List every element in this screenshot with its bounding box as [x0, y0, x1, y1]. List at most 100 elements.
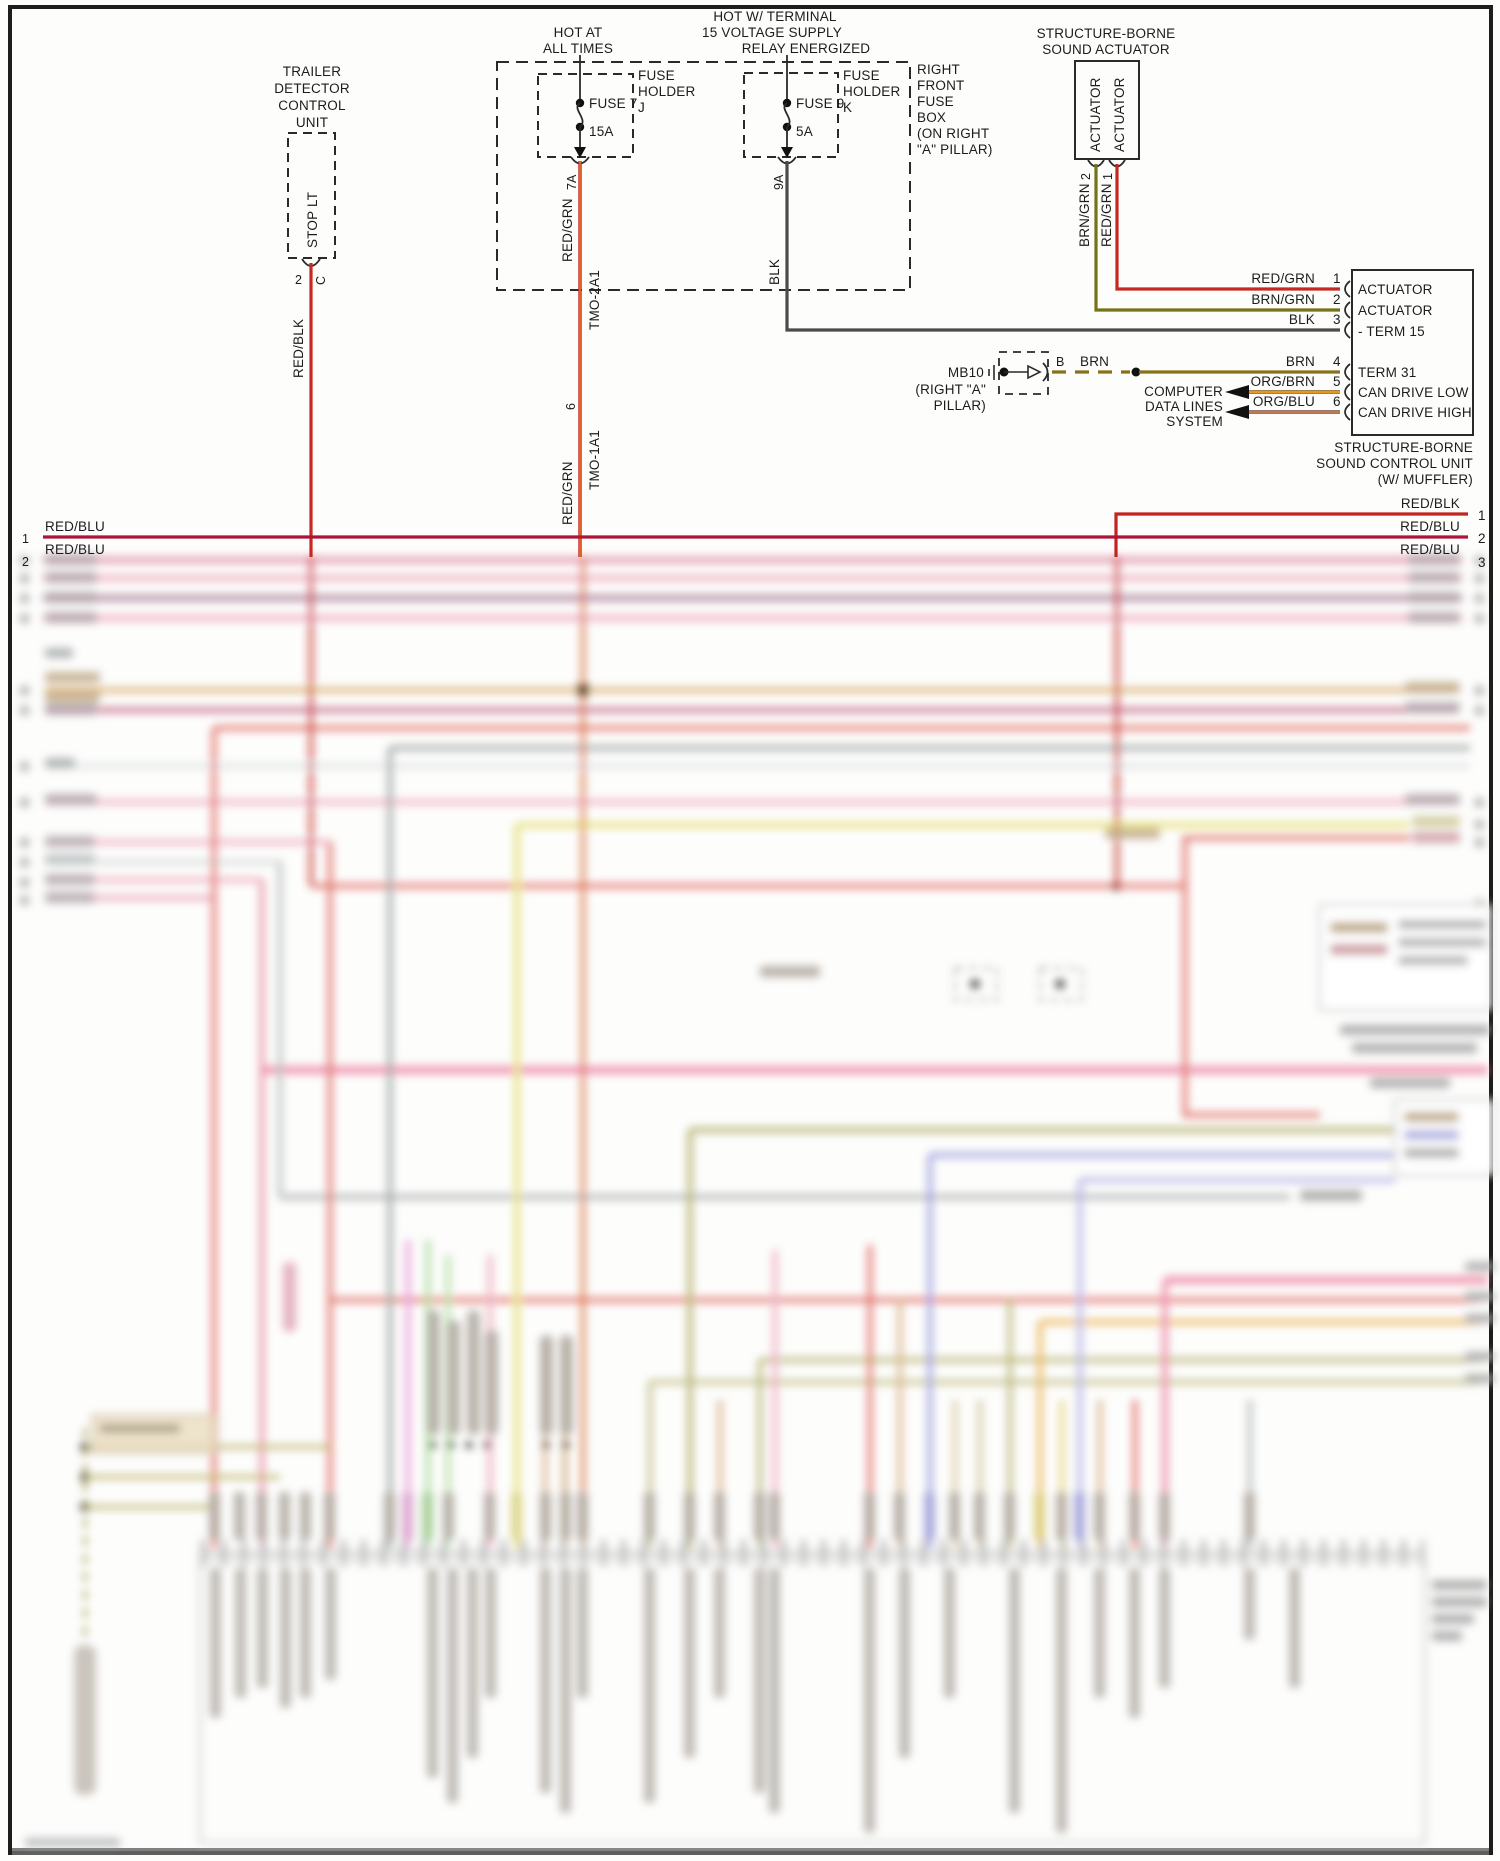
blurred-connector-stacks: [283, 1262, 573, 1449]
page-border-bottom: [12, 1848, 1489, 1855]
actuator-pin-label: ACTUATOR: [1112, 77, 1127, 152]
stub-number: 1: [22, 532, 29, 546]
computer-data-lines: COMPUTER DATA LINES SYSTEM: [1144, 384, 1340, 429]
fuse-holder-label: HOLDER: [638, 84, 696, 99]
wire-label-red-blk: RED/BLK: [291, 319, 306, 378]
red-grn-circuit: RED/GRN TMO-2A1 6 TMO-1A1 RED/GRN: [560, 161, 602, 557]
pin-wire-label: BRN: [1286, 354, 1315, 369]
blurred-left-labels: [20, 554, 100, 905]
pin-wire-label: BRN/GRN: [1251, 292, 1315, 307]
mb10-pin: B: [1056, 355, 1064, 369]
arrowhead: [574, 147, 586, 158]
wire-label-blk: BLK: [767, 259, 782, 285]
cdl-label: SYSTEM: [1166, 414, 1223, 429]
mb10-location: PILLAR): [934, 398, 986, 413]
connector-cup: [1344, 363, 1351, 381]
wire-label-red-grn: RED/GRN: [560, 461, 575, 525]
fuse-box-label-line: BOX: [917, 110, 946, 125]
blurred-vertical-wires: [211, 556, 1253, 1548]
wire-blk: [785, 161, 1340, 332]
blurred-right-labels: [1105, 554, 1484, 909]
blurred-bottom-unit-box: [198, 1558, 1427, 1845]
trailer-title-line: UNIT: [296, 115, 328, 130]
blurred-right-boxes: [760, 904, 1496, 1383]
wire-pin-6: 6: [564, 403, 578, 410]
arrowhead-left: [1225, 385, 1249, 399]
fuse-holder-label: J: [638, 100, 645, 115]
sound-actuator: STRUCTURE-BORNE SOUND ACTUATOR ACTUATOR …: [1037, 26, 1340, 312]
stub-wire-label: RED/BLU: [45, 542, 105, 557]
pin-wire-label: BLK: [1289, 312, 1315, 327]
wire-label-brn-grn: BRN/GRN: [1077, 183, 1092, 247]
fuse9-label: FUSE 9: [796, 96, 844, 111]
stub-wire-label: RED/BLK: [1401, 496, 1460, 511]
splice-dot: [1131, 367, 1141, 377]
fuse-holder-j: FUSE 7 15A FUSE HOLDER J 7A: [537, 55, 696, 190]
hot-at-heading: HOT AT: [554, 25, 603, 40]
fuse7-amps: 15A: [589, 124, 614, 139]
trailer-unit-box: [287, 132, 336, 259]
right-front-fuse-box: RIGHT FRONT FUSE BOX (ON RIGHT "A" PILLA…: [496, 55, 993, 291]
pin-number: 5: [1333, 374, 1341, 389]
actuator-title: STRUCTURE-BORNE: [1037, 26, 1176, 41]
wire-red-grn-actuator: [1115, 164, 1340, 291]
connector-cup: [1344, 280, 1351, 298]
actuator-box: [1074, 60, 1140, 160]
fuse-element: [576, 102, 584, 128]
wire-red-blk-stub: [1114, 512, 1468, 557]
fuse-box-label-line: (ON RIGHT: [917, 126, 989, 141]
wire-brn-grn: [1094, 164, 1340, 312]
pin-number: 6: [1333, 394, 1341, 409]
actuator-title: SOUND ACTUATOR: [1042, 42, 1170, 57]
fuse-holder-label: FUSE: [638, 68, 675, 83]
fuse-box-label-line: FRONT: [917, 78, 965, 93]
hot-terminal-heading: 15 VOLTAGE SUPPLY: [702, 25, 842, 40]
pin-function: CAN DRIVE HIGH: [1358, 405, 1472, 420]
blurred-wire-band: [43, 557, 1488, 1385]
pin-function: ACTUATOR: [1358, 303, 1433, 318]
fuse-box-outline: [496, 61, 911, 291]
arrowhead-left: [1225, 405, 1249, 419]
mb10-label: MB10: [948, 365, 984, 380]
blk-circuit: BLK: [767, 161, 1340, 332]
pin-number: 2: [1333, 292, 1341, 307]
cdl-label: DATA LINES: [1145, 399, 1223, 414]
control-unit-title: SOUND CONTROL UNIT: [1316, 456, 1473, 471]
fuse9-pin: 9A: [772, 174, 786, 190]
trailer-detector-unit: TRAILER DETECTOR CONTROL UNIT STOP LT 2 …: [274, 64, 350, 557]
control-unit-box: [1351, 269, 1474, 436]
wire-label-tmo-1a1: TMO-1A1: [587, 430, 602, 490]
fuse-holder-label: FUSE: [843, 68, 880, 83]
trailer-title-line: DETECTOR: [274, 81, 350, 96]
fuse-holder-label: HOLDER: [843, 84, 901, 99]
stub-number: 3: [1478, 555, 1486, 570]
stub-number: 2: [1478, 531, 1486, 546]
connector-cup: [1344, 321, 1351, 339]
connector-cup: [1344, 403, 1351, 421]
pin-function: CAN DRIVE LOW: [1358, 385, 1469, 400]
blurred-wiring-section: [20, 554, 1496, 1847]
fuse-box-label-line: RIGHT: [917, 62, 960, 77]
offpage-stubs: RED/BLK 1 RED/BLU 1 RED/BLU 2 RED/BLU 2 …: [22, 496, 1486, 570]
wire-label-red-grn: RED/GRN: [1099, 183, 1114, 247]
fuse-box-label-line: "A" PILLAR): [917, 142, 993, 157]
trailer-connector-id: C: [314, 276, 328, 285]
stub-wire-label: RED/BLU: [1400, 519, 1460, 534]
fuse9-amps: 5A: [796, 124, 813, 139]
mb10-splice: MB10 (RIGHT "A" PILLAR) B BRN: [915, 351, 1340, 413]
trailer-title-line: TRAILER: [283, 64, 341, 79]
fuse-holder-box: [743, 72, 839, 158]
pin-wire-label: ORG/BLU: [1253, 394, 1315, 409]
pin-number: 4: [1333, 354, 1341, 369]
arrowhead: [1027, 364, 1042, 380]
hot-terminal-heading: HOT W/ TERMINAL: [713, 9, 837, 24]
hot-at-heading: ALL TIMES: [543, 41, 613, 56]
cdl-label: COMPUTER: [1144, 384, 1223, 399]
power-headings: HOT AT ALL TIMES HOT W/ TERMINAL 15 VOLT…: [543, 9, 870, 56]
fuse7-pin: 7A: [565, 174, 579, 190]
trailer-pin-number: 2: [295, 273, 302, 287]
actuator-pin-label: ACTUATOR: [1088, 77, 1103, 152]
pin-function: TERM 31: [1358, 365, 1416, 380]
fuse-holder-k: FUSE 9 5A FUSE HOLDER K 9A: [743, 55, 901, 190]
